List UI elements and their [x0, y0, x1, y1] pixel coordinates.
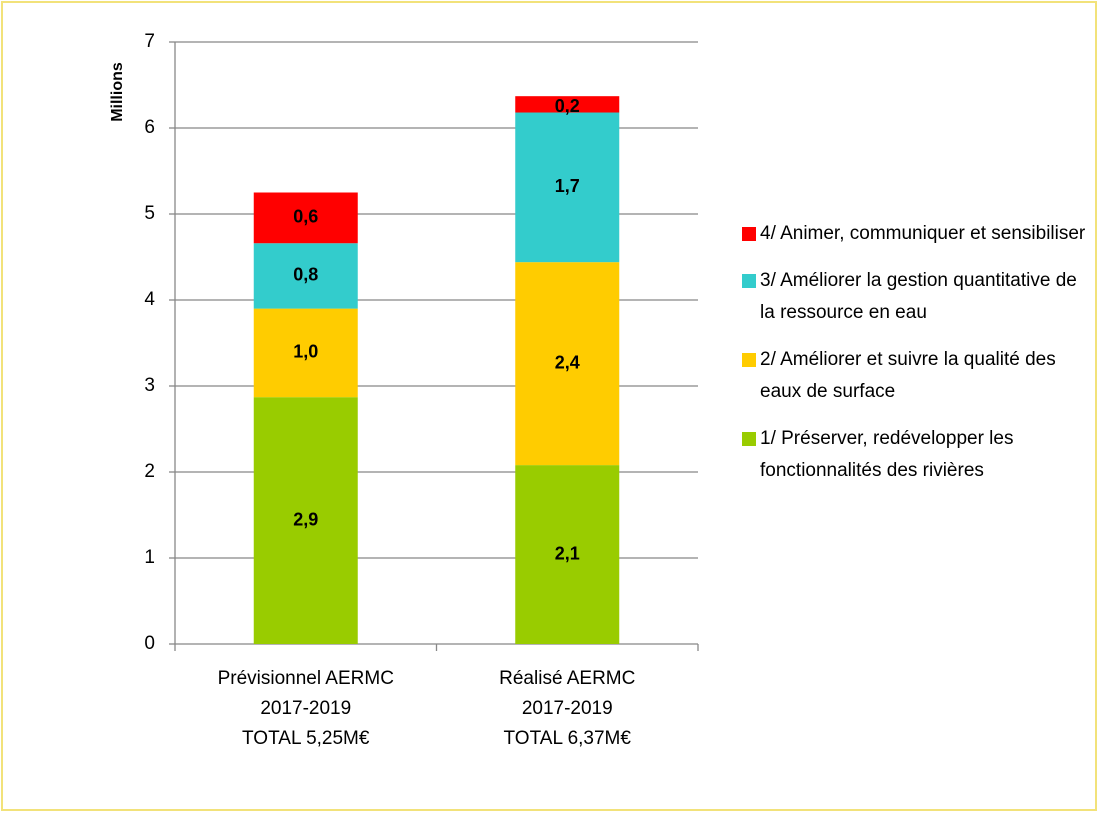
bar-segment — [253, 308, 358, 398]
bar-segment — [515, 262, 620, 466]
legend-label: 1/ Préserver, redévelopper les fonctionn… — [760, 428, 1014, 481]
y-tick-label: 5 — [144, 203, 155, 224]
y-tick-label: 6 — [144, 117, 155, 138]
legend-swatch — [742, 274, 756, 288]
data-label: 0,8 — [293, 265, 318, 285]
bar-segment — [253, 192, 358, 244]
y-tick-label: 0 — [144, 633, 155, 654]
y-tick-label: 2 — [144, 461, 155, 482]
legend-swatch — [742, 432, 756, 446]
y-tick-label: 4 — [144, 289, 155, 310]
legend-label: 2/ Améliorer et suivre la qualité des ea… — [760, 349, 1056, 402]
x-tick-label: TOTAL 5,25M€ — [242, 728, 370, 749]
bar-segment — [515, 96, 620, 113]
bar-segment — [515, 112, 620, 263]
legend-item: 2/ Améliorer et suivre la qualité des ea… — [742, 344, 1092, 408]
y-tick-label: 7 — [144, 31, 155, 52]
data-label: 2,4 — [555, 352, 580, 372]
legend-swatch — [742, 227, 756, 241]
legend-item: 3/ Améliorer la gestion quantitative de … — [742, 265, 1092, 329]
data-label: 0,2 — [555, 96, 580, 116]
y-tick-label: 3 — [144, 375, 155, 396]
x-tick-label: 2017-2019 — [260, 698, 351, 719]
data-label: 2,9 — [293, 509, 318, 529]
x-tick-label: Prévisionnel AERMC — [218, 668, 394, 689]
data-label: 1,0 — [293, 342, 318, 362]
x-tick-label: Réalisé AERMC — [499, 668, 635, 689]
legend-label: 3/ Améliorer la gestion quantitative de … — [760, 270, 1077, 323]
bar-segment — [515, 465, 620, 644]
legend-item: 4/ Animer, communiquer et sensibiliser — [742, 218, 1092, 250]
data-label: 2,1 — [555, 543, 580, 563]
legend-swatch — [742, 353, 756, 367]
legend: 4/ Animer, communiquer et sensibiliser 3/… — [742, 218, 1092, 502]
bar-segment — [253, 243, 358, 309]
data-label: 1,7 — [555, 176, 580, 196]
y-tick-label: 1 — [144, 547, 155, 568]
data-label: 0,6 — [293, 207, 318, 227]
x-tick-label: 2017-2019 — [522, 698, 613, 719]
y-axis-title: Millions — [109, 62, 126, 122]
bar-segment — [253, 397, 358, 644]
legend-item: 1/ Préserver, redévelopper les fonctionn… — [742, 423, 1092, 487]
legend-label: 4/ Animer, communiquer et sensibiliser — [760, 223, 1086, 244]
x-tick-label: TOTAL 6,37M€ — [504, 728, 632, 749]
